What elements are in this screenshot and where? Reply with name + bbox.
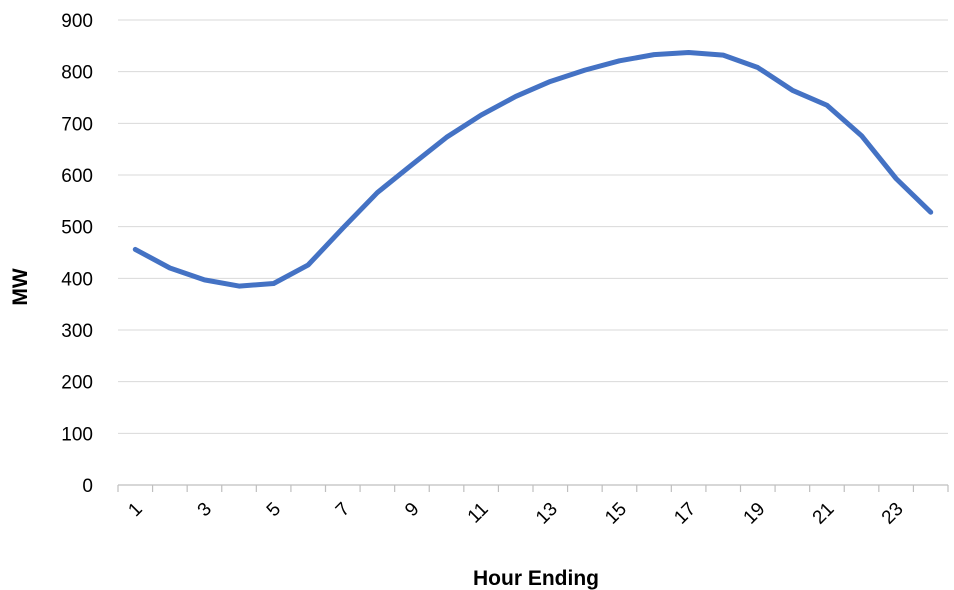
x-tick-label-5: 5: [263, 499, 285, 521]
y-tick-label-100: 100: [61, 424, 93, 445]
x-tick-label-1: 1: [124, 499, 146, 521]
series-line-0: [132, 50, 934, 289]
y-axis-tick-labels: 0 100 200 300 400 500 600 700 800 900: [61, 11, 93, 497]
y-tick-label-500: 500: [61, 218, 93, 239]
y-tick-label-700: 700: [61, 114, 93, 135]
x-axis-tick-labels: 1 3 5 7 9 11 13 15 17 19 21 23: [124, 499, 907, 529]
x-tick-label-7: 7: [332, 499, 354, 521]
x-tick-label-23: 23: [878, 499, 908, 529]
x-tick-label-15: 15: [601, 499, 631, 529]
x-tick-label-13: 13: [532, 499, 562, 529]
y-tick-label-600: 600: [61, 166, 93, 187]
x-tick-label-9: 9: [401, 499, 423, 521]
y-tick-label-200: 200: [61, 373, 93, 394]
y-tick-label-800: 800: [61, 63, 93, 84]
gridlines: [118, 19, 948, 434]
y-tick-label-0: 0: [82, 476, 93, 497]
x-axis-title: Hour Ending: [473, 567, 599, 590]
series-layer: [132, 50, 934, 289]
x-tick-label-11: 11: [464, 499, 493, 528]
y-tick-label-400: 400: [61, 269, 93, 290]
x-tick-label-3: 3: [194, 499, 216, 521]
x-tick-label-19: 19: [740, 499, 770, 529]
y-axis-title: MW: [9, 268, 32, 305]
x-tick-label-17: 17: [670, 499, 700, 529]
x-tick-label-21: 21: [809, 499, 839, 529]
y-tick-label-300: 300: [61, 321, 93, 342]
x-axis: [117, 484, 949, 492]
y-tick-label-900: 900: [61, 11, 93, 32]
